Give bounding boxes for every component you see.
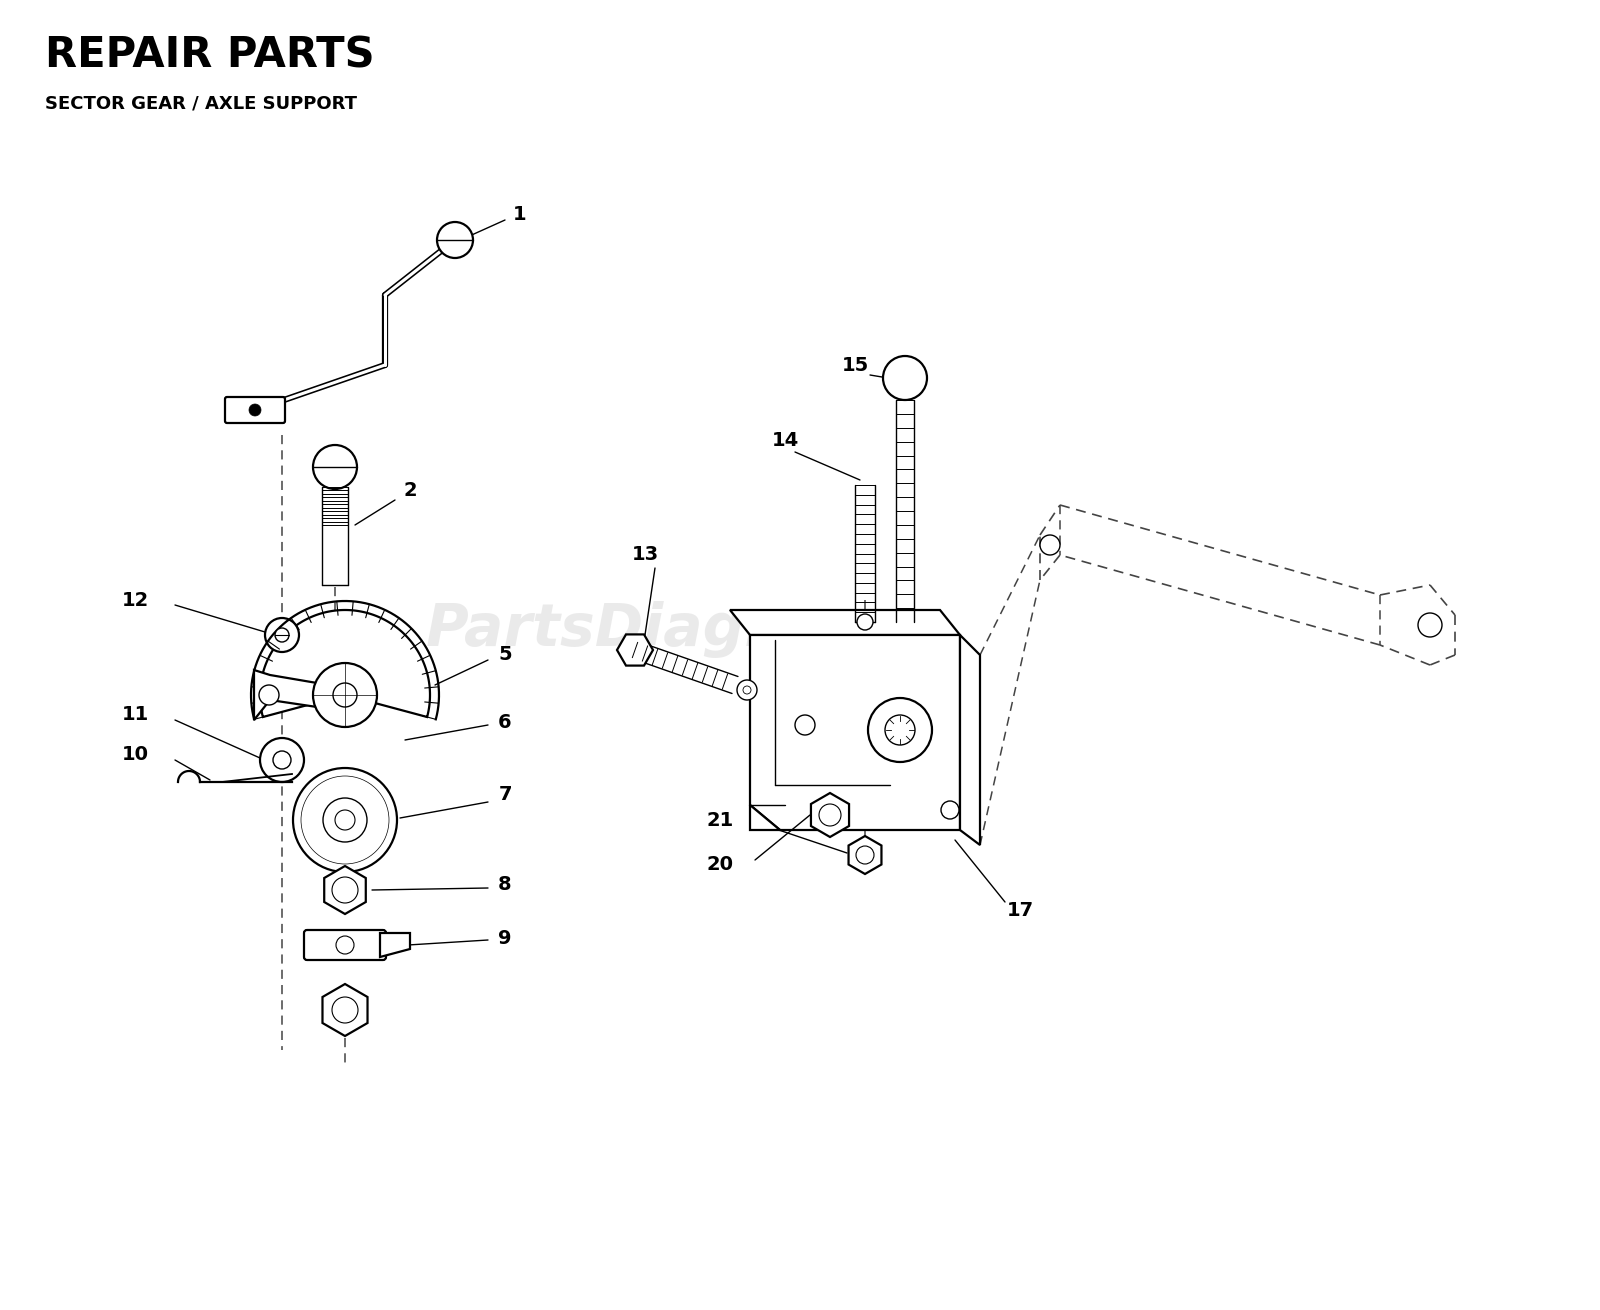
Circle shape — [856, 846, 874, 865]
FancyBboxPatch shape — [226, 397, 285, 423]
Circle shape — [250, 403, 261, 417]
Text: 14: 14 — [771, 431, 798, 449]
Circle shape — [274, 751, 291, 769]
Circle shape — [314, 445, 357, 489]
Circle shape — [867, 698, 931, 762]
Circle shape — [1040, 534, 1059, 555]
Text: 6: 6 — [498, 713, 512, 731]
Text: 15: 15 — [842, 355, 869, 375]
Polygon shape — [730, 610, 960, 635]
Polygon shape — [848, 836, 882, 874]
Circle shape — [742, 686, 750, 694]
Polygon shape — [325, 866, 366, 914]
Circle shape — [738, 680, 757, 700]
Text: 10: 10 — [122, 745, 149, 765]
Circle shape — [1418, 613, 1442, 637]
Text: 12: 12 — [122, 591, 149, 609]
Circle shape — [333, 683, 357, 707]
Polygon shape — [381, 933, 410, 958]
Circle shape — [941, 800, 958, 819]
Circle shape — [333, 876, 358, 903]
Circle shape — [885, 715, 915, 745]
Text: SECTOR GEAR / AXLE SUPPORT: SECTOR GEAR / AXLE SUPPORT — [45, 96, 357, 113]
Text: 1: 1 — [514, 206, 526, 224]
Text: 13: 13 — [632, 545, 659, 565]
Circle shape — [275, 627, 290, 642]
Polygon shape — [618, 634, 653, 665]
Polygon shape — [323, 984, 368, 1036]
Polygon shape — [750, 635, 960, 831]
Text: 5: 5 — [498, 646, 512, 664]
Circle shape — [795, 715, 814, 735]
Circle shape — [883, 356, 926, 400]
Circle shape — [333, 997, 358, 1023]
Circle shape — [437, 221, 474, 258]
Circle shape — [819, 804, 842, 827]
Polygon shape — [254, 669, 317, 720]
Text: 7: 7 — [498, 786, 512, 804]
Circle shape — [259, 685, 278, 705]
Text: REPAIR PARTS: REPAIR PARTS — [45, 35, 374, 77]
Polygon shape — [750, 806, 781, 831]
Circle shape — [314, 663, 378, 727]
Polygon shape — [960, 635, 979, 845]
Circle shape — [266, 618, 299, 652]
Text: 17: 17 — [1006, 900, 1034, 920]
Circle shape — [323, 798, 366, 842]
Polygon shape — [261, 610, 430, 717]
Text: PartsDiagram: PartsDiagram — [426, 601, 874, 659]
Text: 2: 2 — [403, 481, 418, 499]
Circle shape — [259, 738, 304, 782]
Text: 20: 20 — [707, 855, 733, 875]
Circle shape — [334, 810, 355, 831]
Polygon shape — [811, 793, 850, 837]
Text: 11: 11 — [122, 706, 149, 724]
Circle shape — [336, 937, 354, 954]
FancyBboxPatch shape — [304, 930, 386, 960]
Text: 21: 21 — [706, 811, 734, 829]
Text: 8: 8 — [498, 875, 512, 895]
Circle shape — [858, 614, 874, 630]
Circle shape — [293, 768, 397, 872]
Text: 9: 9 — [498, 929, 512, 947]
